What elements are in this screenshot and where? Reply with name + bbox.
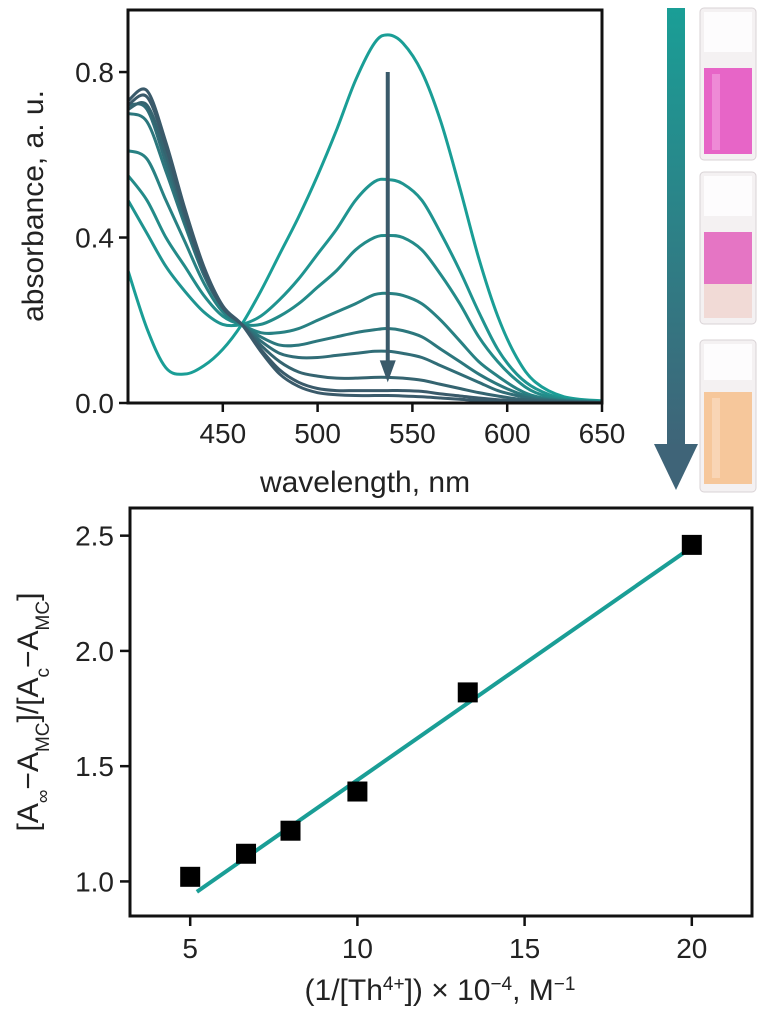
spectrum-line-8 — [128, 93, 602, 403]
cuvette-photo-magenta — [699, 7, 757, 161]
top-x-tick-label: 450 — [199, 418, 246, 449]
top-x-axis-label: wavelength, nm — [259, 466, 470, 499]
bottom-y-tick-label: 1.0 — [75, 866, 114, 897]
top-y-tick-label: 0.4 — [75, 223, 114, 254]
top-x-ticks: 450 500 550 600 650 — [199, 403, 625, 449]
data-point-marker — [236, 843, 257, 864]
binding-fit-chart: 5 10 15 20 1.0 1.5 2.0 2.5 (1/[Th4+]) × 10−4, … — [12, 506, 754, 1008]
cuvette-photos — [699, 7, 757, 493]
spectrum-line-3 — [128, 174, 602, 403]
fit-line — [195, 545, 693, 894]
spectra-series-group — [128, 33, 602, 403]
top-y-ticks: 0.0 0.4 0.8 — [75, 57, 128, 419]
cuvette-photo-orange — [699, 339, 757, 493]
fit-line-group — [195, 545, 693, 894]
data-point-marker — [457, 682, 478, 703]
bottom-x-axis-label: (1/[Th4+]) × 10−4, M−1 — [305, 974, 576, 1008]
top-y-tick-label: 0.0 — [75, 388, 114, 419]
spectrum-line-1 — [128, 33, 602, 403]
bottom-y-tick-label: 2.0 — [75, 636, 114, 667]
spectrum-line-2 — [128, 177, 602, 403]
bottom-y-tick-label: 1.5 — [75, 751, 114, 782]
bottom-x-tick-label: 5 — [182, 933, 198, 964]
top-x-tick-label: 500 — [294, 418, 341, 449]
bottom-y-axis-label: [A∞−AMC]/[Ac−AMC] — [12, 593, 54, 832]
bottom-plot-frame — [128, 506, 754, 918]
annotation-arrow-head — [379, 360, 396, 383]
spectrum-line-4 — [128, 149, 602, 403]
top-x-tick-label: 650 — [579, 418, 626, 449]
bottom-x-tick-label: 10 — [342, 933, 373, 964]
spectrum-line-9 — [128, 87, 602, 403]
top-y-tick-label: 0.8 — [75, 57, 114, 88]
bottom-x-ticks: 5 10 15 20 — [182, 916, 707, 964]
bottom-x-tick-label: 15 — [509, 933, 540, 964]
bottom-x-tick-label: 20 — [676, 933, 707, 964]
top-plot-frame — [126, 8, 604, 405]
cuvette-photo-pink — [699, 171, 757, 325]
gradient-down-arrow — [654, 8, 698, 490]
top-y-axis-label: absorbance, a. u. — [17, 90, 50, 322]
absorbance-spectra-chart: 450 500 550 600 650 0.0 0.4 0.8 wavelength, nm… — [17, 8, 625, 499]
data-point-marker — [681, 534, 702, 555]
top-x-tick-label: 550 — [389, 418, 436, 449]
data-point-marker — [347, 781, 368, 802]
data-point-marker — [280, 820, 301, 841]
data-points-group — [180, 534, 702, 887]
bottom-y-ticks: 1.0 1.5 2.0 2.5 — [75, 521, 130, 897]
spectrum-line-6 — [128, 102, 602, 403]
bottom-y-tick-label: 2.5 — [75, 521, 114, 552]
data-point-marker — [180, 866, 201, 887]
decrease-arrow-annotation — [379, 72, 396, 383]
top-x-tick-label: 600 — [484, 418, 531, 449]
